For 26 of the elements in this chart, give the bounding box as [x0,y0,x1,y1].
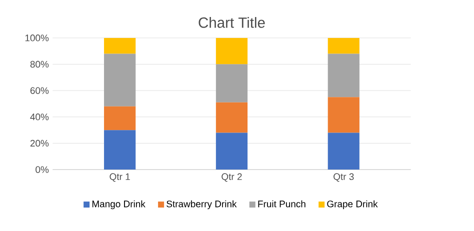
y-tick-label: 80% [30,61,49,68]
legend-label: Fruit Punch [258,200,306,208]
bar [104,54,136,107]
bar [328,54,360,98]
legend-label: Strawberry Drink [166,200,237,210]
y-tick-label: 100% [25,34,49,42]
x-tick-label: Qtr 1 [110,173,130,182]
legend-label: Mango Drink [92,200,146,210]
y-tick-label: 0% [36,166,49,174]
bar [216,102,248,133]
bar [216,38,248,64]
bar [328,97,360,133]
bar [216,132,248,170]
x-tick-label: Qtr 3 [334,173,354,182]
x-tick-label: Qtr 2 [222,173,242,182]
bar [216,64,248,103]
legend-label: Grape Drink [327,200,378,210]
bar [328,132,360,170]
chart-title: Chart Title [198,17,265,28]
y-tick-label: 40% [30,114,49,120]
bar [104,130,136,170]
y-tick-label: 60% [30,87,49,94]
y-tick-label: 20% [30,140,49,147]
bar [104,106,136,130]
bar [328,38,360,54]
bar [104,38,136,54]
